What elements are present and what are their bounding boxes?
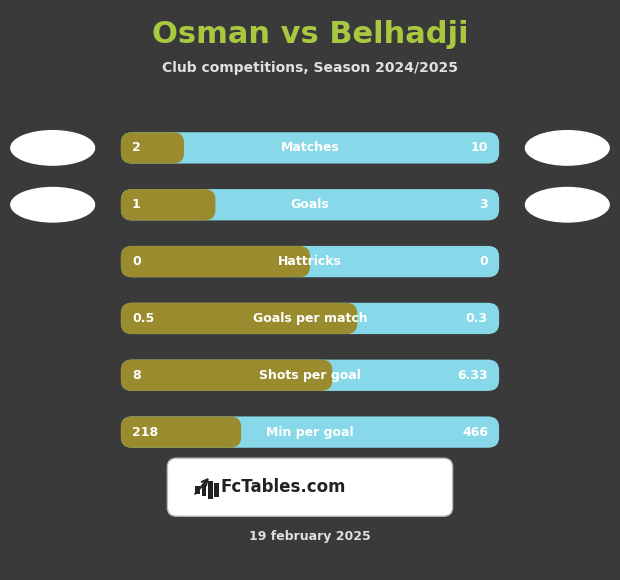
Text: Goals: Goals xyxy=(291,198,329,211)
Text: 19 february 2025: 19 february 2025 xyxy=(249,530,371,543)
FancyBboxPatch shape xyxy=(121,360,332,391)
Text: 8: 8 xyxy=(132,369,141,382)
Text: Club competitions, Season 2024/2025: Club competitions, Season 2024/2025 xyxy=(162,61,458,75)
Text: 1: 1 xyxy=(132,198,141,211)
FancyBboxPatch shape xyxy=(121,303,357,334)
Text: Shots per goal: Shots per goal xyxy=(259,369,361,382)
Ellipse shape xyxy=(11,187,95,222)
Ellipse shape xyxy=(526,130,609,165)
FancyBboxPatch shape xyxy=(121,246,310,277)
FancyBboxPatch shape xyxy=(121,189,216,220)
Text: 0.3: 0.3 xyxy=(466,312,488,325)
Text: 218: 218 xyxy=(132,426,158,438)
Text: Min per goal: Min per goal xyxy=(266,426,354,438)
FancyBboxPatch shape xyxy=(121,416,499,448)
Text: Matches: Matches xyxy=(281,142,339,154)
FancyBboxPatch shape xyxy=(121,189,499,220)
Text: Hattricks: Hattricks xyxy=(278,255,342,268)
FancyBboxPatch shape xyxy=(121,303,499,334)
Text: 0.5: 0.5 xyxy=(132,312,154,325)
FancyBboxPatch shape xyxy=(121,416,241,448)
FancyBboxPatch shape xyxy=(167,458,453,516)
Text: 0: 0 xyxy=(132,255,141,268)
Text: FcTables.com: FcTables.com xyxy=(220,478,345,496)
Text: Goals per match: Goals per match xyxy=(253,312,367,325)
FancyBboxPatch shape xyxy=(121,246,499,277)
FancyBboxPatch shape xyxy=(214,483,219,498)
FancyBboxPatch shape xyxy=(121,132,184,164)
Ellipse shape xyxy=(11,130,95,165)
Text: Osman vs Belhadji: Osman vs Belhadji xyxy=(152,20,468,49)
Ellipse shape xyxy=(526,187,609,222)
FancyBboxPatch shape xyxy=(121,132,499,164)
Text: 6.33: 6.33 xyxy=(458,369,488,382)
FancyBboxPatch shape xyxy=(202,484,206,496)
Text: 10: 10 xyxy=(471,142,488,154)
FancyBboxPatch shape xyxy=(208,481,213,499)
FancyBboxPatch shape xyxy=(195,486,200,494)
Text: 2: 2 xyxy=(132,142,141,154)
Text: 3: 3 xyxy=(479,198,488,211)
Text: 0: 0 xyxy=(479,255,488,268)
Text: 466: 466 xyxy=(462,426,488,438)
FancyBboxPatch shape xyxy=(121,360,499,391)
